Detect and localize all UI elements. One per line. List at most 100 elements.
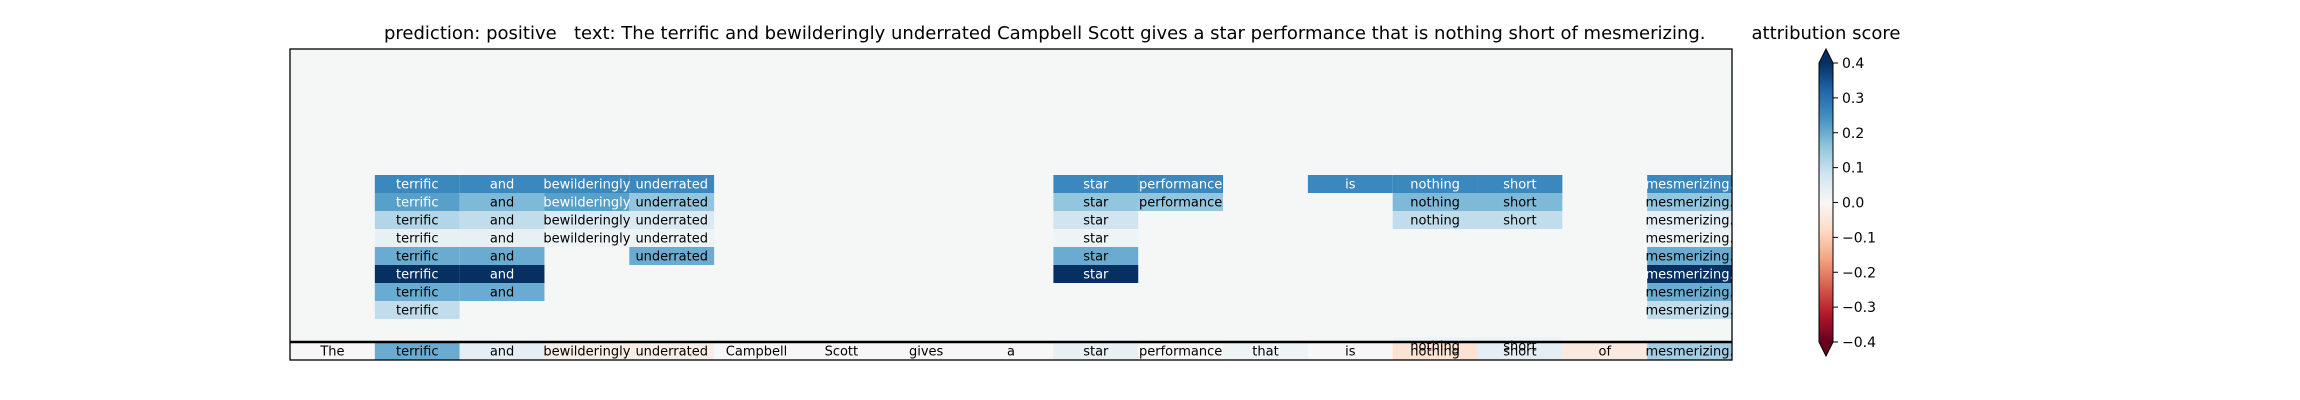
token-labels: terrific and bewilderingly underrated star pe…: [319, 178, 1733, 360]
layer-row-cell: [1053, 247, 1139, 265]
colorbar-extend-min: [1819, 342, 1833, 356]
overall-row-cell: [290, 342, 375, 360]
layer-row-cell: [1477, 193, 1563, 211]
layer-row-cell: [374, 247, 460, 265]
colorbar-tick-label: 0.1: [1842, 161, 1864, 177]
layer-row-cell: [629, 211, 715, 229]
layer-row-cell: [1477, 211, 1563, 229]
layer-row-cell: [1053, 175, 1139, 193]
overall-row-cell: [1307, 342, 1393, 360]
overall-row-cell: [1477, 342, 1563, 360]
overall-row-token-label: Scott: [825, 345, 859, 360]
colorbar-tick-label: −0.1: [1842, 230, 1876, 246]
overall-row-token-label: mesmerizing.: [1646, 345, 1734, 360]
colorbar-extend-max: [1819, 49, 1833, 63]
layer-row-token-label: and: [490, 268, 514, 283]
overall-row-cell: [1138, 342, 1224, 360]
layer-row-cell: [1392, 193, 1478, 211]
layer-row-token-label: underrated: [635, 250, 708, 265]
layer-row-cell: [629, 247, 715, 265]
layer-row-token-label: star: [1083, 232, 1109, 247]
layer-row-cell: [1647, 301, 1732, 319]
layer-row-token-label: mesmerizing.: [1646, 232, 1734, 247]
colorbar: [1819, 63, 1833, 342]
layer-row-token-label: performance: [1139, 178, 1222, 193]
layer-row-token-label: nothing: [1410, 196, 1460, 211]
overall-row-token-label: terrific: [396, 345, 439, 360]
layer-row-cell: [459, 193, 545, 211]
layer-row-cell: [544, 175, 630, 193]
layer-row-token-label: and: [490, 286, 514, 301]
layer-row-token-label: terrific: [396, 268, 439, 283]
layer-row-cell: [1647, 283, 1732, 301]
layer-row-token-label: star: [1083, 178, 1109, 193]
layer-row-cell: [1053, 229, 1139, 247]
layer-row-cell: [544, 211, 630, 229]
layer-row-token-label: star: [1083, 214, 1109, 229]
layer-row-cell: [1477, 175, 1563, 193]
layer-row-token-label: bewilderingly: [543, 196, 630, 211]
layer-row-cell: [1392, 175, 1478, 193]
layer-row-cell: [374, 175, 460, 193]
layer-row-token-label: mesmerizing.: [1646, 250, 1734, 265]
layer-row-token-label: terrific: [396, 286, 439, 301]
layer-row-cell: [1053, 211, 1139, 229]
layer-row-token-label: and: [490, 232, 514, 247]
layer-row-cell: [1647, 229, 1732, 247]
colorbar-tick-label: 0.4: [1842, 56, 1864, 72]
layer-row-token-label: underrated: [635, 196, 708, 211]
layer-row-token-label: mesmerizing.: [1646, 178, 1734, 193]
layer-row-cell: [544, 193, 630, 211]
layer-row-token-label: star: [1083, 268, 1109, 283]
layer-row-cell: [1647, 175, 1732, 193]
overall-row-cell: [1562, 342, 1648, 360]
layer-row-token-label: terrific: [396, 250, 439, 265]
layer-row-cell: [374, 283, 460, 301]
layer-row-token-label: bewilderingly: [543, 214, 630, 229]
layer-row-token-label: short: [1503, 196, 1536, 211]
overall-row-token-label: nothing: [1410, 345, 1460, 360]
layer-row-token-label: performance: [1139, 196, 1222, 211]
overall-row-cell: [629, 342, 715, 360]
layer-row-cell: [459, 283, 545, 301]
layer-row-token-label: and: [490, 178, 514, 193]
overall-row-token-label: underrated: [635, 345, 708, 360]
overall-row-token-label: star: [1083, 345, 1109, 360]
layer-row-token-label: bewilderingly: [543, 232, 630, 247]
layer-row-token-label: nothing: [1410, 214, 1460, 229]
layer-row-token-label: terrific: [396, 178, 439, 193]
colorbar-ticks: 0.4 0.3 0.2 0.1 0.0 −0.1 −0.2 −0.3 −0.4: [1833, 56, 1876, 351]
layer-row-cell: [629, 193, 715, 211]
layer-row-cell: [629, 229, 715, 247]
layer-row-token-label: mesmerizing.: [1646, 304, 1734, 319]
overall-row-token-label: The: [319, 345, 344, 360]
layer-row-cell: [1647, 211, 1732, 229]
layer-row-cell: [544, 229, 630, 247]
colorbar-tick-label: 0.2: [1842, 126, 1864, 142]
layer-row-cell: [374, 193, 460, 211]
overall-row-token-label: of: [1598, 345, 1611, 360]
colorbar-tick-label: 0.3: [1842, 91, 1864, 107]
layer-row-token-label: mesmerizing.: [1646, 286, 1734, 301]
layer-row-token-label: terrific: [396, 232, 439, 247]
colorbar-tick-label: −0.3: [1842, 300, 1876, 316]
layer-row-cell: [629, 175, 715, 193]
layer-row-cell: [459, 229, 545, 247]
chart-title-text: text: The terrific and bewilderingly und…: [574, 23, 1706, 44]
layer-row-cell: [1647, 265, 1732, 283]
overall-row-cell: [883, 342, 969, 360]
overall-row-token-label: short: [1503, 345, 1536, 360]
layer-row-cell: [1138, 175, 1224, 193]
overall-row-token-label: is: [1345, 345, 1356, 360]
layer-row-token-label: and: [490, 250, 514, 265]
layer-row-token-label: underrated: [635, 232, 708, 247]
layer-row-cell: [459, 211, 545, 229]
layer-row-cell: [374, 265, 460, 283]
layer-row-token-label: is: [1345, 178, 1356, 193]
layer-row-token-label: mesmerizing.: [1646, 268, 1734, 283]
layer-row-token-label: bewilderingly: [543, 178, 630, 193]
layer-row-token-label: and: [490, 196, 514, 211]
layer-row-token-label: mesmerizing.: [1646, 196, 1734, 211]
layer-row-token-label: short: [1503, 214, 1536, 229]
overall-row-token-label: Campbell: [726, 345, 787, 360]
